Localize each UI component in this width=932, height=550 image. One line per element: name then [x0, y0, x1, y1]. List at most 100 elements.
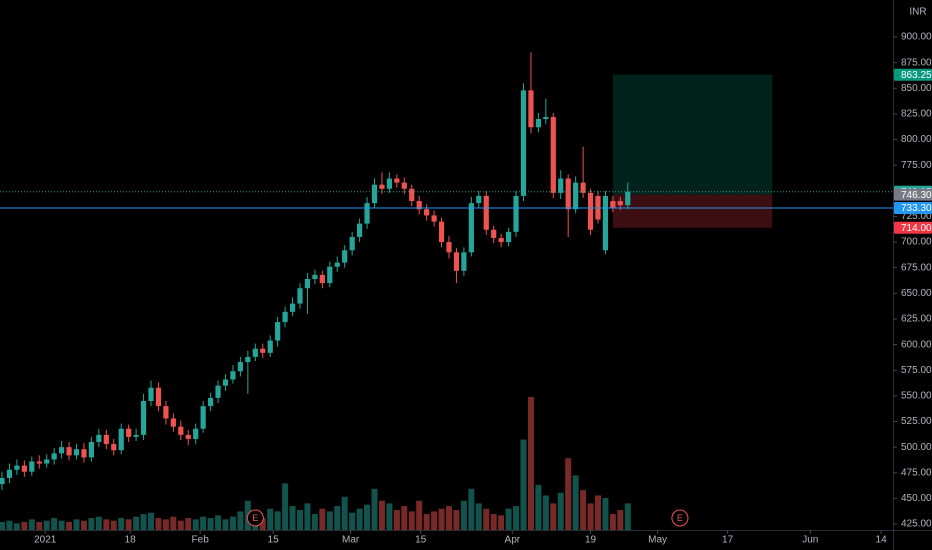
candle-body [446, 242, 452, 253]
candle-body [260, 348, 266, 353]
candle-body [610, 201, 616, 209]
candle-body [319, 274, 325, 284]
volume-bar [162, 519, 169, 530]
volume-bar [520, 439, 527, 530]
y-tick-label: 475.00 [901, 467, 932, 478]
volume-bar [364, 504, 371, 530]
candle-body [6, 469, 13, 478]
candle-body [528, 90, 534, 128]
candle-body [386, 178, 392, 189]
candle-body [289, 303, 296, 312]
volume-bar [103, 519, 110, 530]
volume-bar [95, 516, 102, 530]
candle-body [438, 221, 445, 243]
volume-bar [267, 508, 274, 530]
candle-body [208, 397, 214, 407]
volume-bar [140, 514, 147, 530]
candle-body [29, 461, 35, 472]
candle-body [51, 453, 57, 460]
candle-body [193, 428, 199, 439]
y-tick-label: 425.00 [901, 519, 932, 530]
candle-body [356, 223, 363, 237]
price-label-bg [894, 68, 932, 81]
volume-bar [453, 510, 460, 530]
volume-bar [0, 522, 6, 530]
volume-bar [28, 519, 35, 530]
volume-bar [527, 397, 534, 530]
candle-body [558, 178, 564, 193]
volume-bar [356, 508, 363, 530]
candle-body [81, 449, 87, 458]
candle-body [424, 209, 430, 216]
volume-bar [617, 510, 624, 530]
candle-body [275, 322, 281, 341]
candle-body [215, 385, 221, 398]
candle-body [349, 236, 355, 251]
candle-body [543, 116, 549, 120]
volume-bar [438, 508, 445, 530]
stop-zone [612, 194, 773, 228]
volume-bar [58, 520, 65, 530]
candle-body [297, 288, 303, 304]
volume-bar [542, 495, 549, 530]
volume-bar [274, 511, 281, 530]
y-tick-label: 800.00 [901, 134, 932, 145]
candle-body [14, 465, 20, 470]
x-tick-label: Jun [802, 535, 818, 546]
candle-body [513, 195, 519, 232]
volume-bar [594, 495, 601, 530]
volume-bar [125, 519, 132, 530]
volume-bar [207, 518, 214, 530]
volume-bar [587, 503, 594, 530]
candle-body [237, 362, 244, 372]
candle-body [498, 237, 504, 243]
candle-body [625, 191, 631, 206]
target-zone [612, 74, 773, 195]
price-label-bg [894, 221, 932, 234]
earnings-marker [671, 509, 689, 527]
earnings-label: E [252, 513, 258, 523]
y-tick-label: 850.00 [901, 83, 932, 94]
currency: INR [909, 7, 926, 18]
volume-bar [535, 484, 542, 530]
volume-bar [297, 510, 304, 530]
candle-body [245, 356, 251, 363]
candle-body [468, 203, 474, 253]
volume-bar [580, 490, 587, 530]
volume-bar [133, 516, 140, 530]
candle-body [200, 406, 206, 429]
candle-body [155, 387, 162, 407]
volume-bar [513, 506, 520, 530]
y-tick-label: 875.00 [901, 57, 932, 68]
y-tick-label: 600.00 [901, 339, 932, 350]
volume-bar [550, 503, 557, 530]
volume-bar [36, 522, 43, 530]
candle-body [476, 195, 482, 204]
volume-bar [200, 516, 207, 530]
candle-body [133, 434, 139, 437]
volume-bar [21, 522, 28, 530]
volume-bar [371, 488, 378, 530]
volume-bar [43, 520, 50, 530]
candle-body [252, 348, 258, 357]
price-label: 863.25 [901, 70, 932, 81]
candle-body [304, 278, 311, 289]
candle-body [371, 184, 378, 204]
volume-bar [505, 508, 512, 530]
volume-bar [289, 506, 296, 530]
price-label: 714.00 [901, 223, 932, 234]
volume-bar [557, 492, 564, 530]
candle-body [364, 203, 370, 224]
volume-bar [624, 503, 631, 530]
volume-bar [393, 510, 400, 530]
x-tick-label: 17 [722, 535, 734, 546]
volume-bar [565, 458, 572, 530]
volume-bar [483, 508, 490, 530]
volume-bar [311, 514, 318, 530]
candle-body [416, 201, 422, 210]
candle-body [140, 401, 147, 435]
candle-body [461, 252, 467, 271]
volume-bar [401, 506, 408, 530]
